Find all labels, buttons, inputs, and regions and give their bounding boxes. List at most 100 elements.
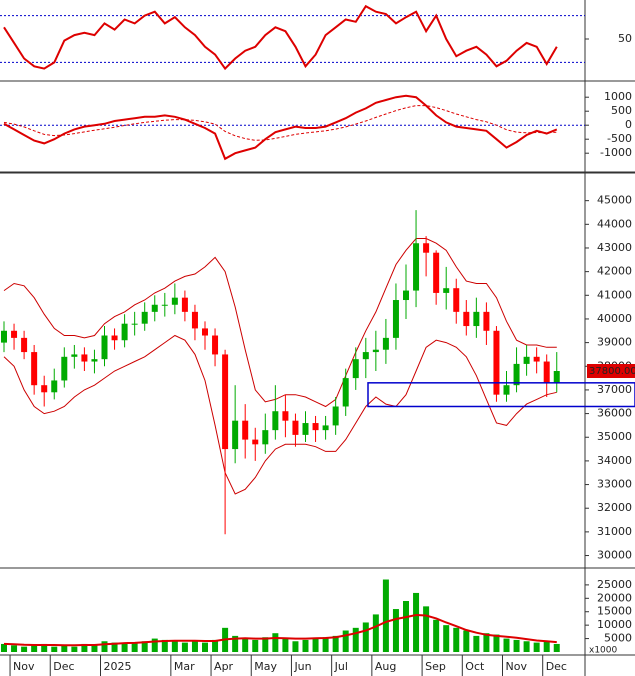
y-tick-label: 5000 (604, 632, 632, 645)
candle-body (51, 380, 58, 393)
volume-bar (553, 643, 560, 652)
volume-bar (533, 642, 540, 652)
volume-bar (252, 639, 259, 652)
volume-ma (3, 613, 557, 647)
support-zone (367, 382, 635, 408)
candle-body (242, 420, 249, 440)
volume-bar (111, 642, 118, 652)
candle-body (121, 323, 128, 341)
candle-body (312, 423, 319, 431)
y-tick-label: -1000 (600, 146, 632, 159)
volume-bar (101, 641, 108, 652)
volume-bar (202, 642, 208, 652)
candle-body (161, 304, 168, 306)
candle-body (202, 328, 208, 336)
volume-bar (433, 619, 440, 652)
x-tick-label: Dec (546, 660, 567, 673)
candle-body (372, 349, 379, 353)
candle-body (131, 323, 138, 325)
candle-body (392, 300, 399, 338)
y-tick-label: 500 (611, 104, 632, 117)
y-tick-label: 36000 (597, 407, 632, 420)
volume-bar (131, 642, 138, 652)
volume-bar (543, 641, 550, 652)
candle-body (31, 352, 38, 386)
y-tick-label: 43000 (597, 241, 632, 254)
candle-body (262, 430, 269, 445)
candle-body (503, 385, 510, 395)
volume-bar (332, 635, 339, 652)
candle-body (171, 297, 178, 305)
y-tick-label: 10000 (597, 618, 632, 631)
volume-bar (191, 641, 198, 652)
candle-body (352, 359, 359, 379)
y-tick-label: 40000 (597, 312, 632, 325)
candle-body (292, 420, 299, 435)
y-tick-label: 30000 (597, 549, 632, 562)
volume-bar (463, 630, 470, 652)
volume-bar (413, 592, 420, 652)
volume-bar (151, 638, 158, 652)
candle-body (413, 243, 420, 291)
last-price-box (587, 364, 635, 378)
candle-body (543, 361, 550, 383)
candle-body (423, 243, 430, 253)
volume-bar (272, 633, 279, 652)
candle-body (282, 411, 289, 421)
volume-bar (403, 600, 409, 652)
indicator-line (3, 105, 557, 141)
candle-body (71, 354, 78, 357)
volume-bar (493, 634, 500, 652)
candle-body (463, 311, 470, 327)
x-tick-label: Nov (506, 660, 528, 673)
bollinger-band (3, 334, 557, 495)
candle-body (222, 354, 229, 450)
candle-body (453, 288, 460, 312)
volume-bar (232, 635, 239, 652)
candle-body (191, 311, 198, 329)
candle-body (101, 335, 108, 360)
volume-bar (61, 645, 68, 652)
x-tick-label: Oct (465, 660, 485, 673)
candle-body (181, 297, 188, 312)
volume-bar (181, 642, 188, 652)
volume-bar (372, 614, 379, 652)
volume-bar (31, 645, 38, 652)
volume-bar (51, 646, 58, 652)
last-price-label: 37800.00 (589, 366, 635, 377)
candle-body (61, 356, 68, 381)
indicator-line (3, 4, 558, 71)
candle-body (342, 378, 349, 407)
y-tick-label: 15000 (597, 605, 632, 618)
volume-bar (392, 609, 399, 652)
candle-body (151, 304, 158, 312)
candle-body (332, 406, 339, 426)
candle-body (91, 359, 98, 362)
candle-body (362, 352, 369, 360)
candle-body (322, 425, 329, 431)
volume-bar (282, 638, 289, 652)
x-tick-label: Jun (293, 660, 311, 673)
y-tick-label: 44000 (597, 217, 632, 230)
candle-body (272, 411, 279, 431)
volume-bar (443, 625, 450, 652)
y-tick-label: 33000 (597, 478, 632, 491)
x-tick-label: Nov (13, 660, 35, 673)
volume-bar (171, 641, 178, 652)
y-tick-label: 32000 (597, 501, 632, 514)
bollinger-band (3, 238, 557, 408)
candle-body (111, 335, 118, 341)
y-tick-label: 41000 (597, 288, 632, 301)
volume-bar (81, 643, 88, 652)
x-tick-label: 2025 (104, 660, 132, 673)
y-tick-label: 1000 (604, 90, 632, 103)
volume-bar (302, 639, 309, 652)
y-tick-label: 20000 (597, 591, 632, 604)
candle-body (433, 252, 440, 293)
y-tick-label: 37000 (597, 383, 632, 396)
candle-body (141, 311, 148, 324)
x-tick-label: Jul (334, 660, 348, 673)
candle-body (11, 330, 18, 338)
candle-body (81, 354, 88, 362)
